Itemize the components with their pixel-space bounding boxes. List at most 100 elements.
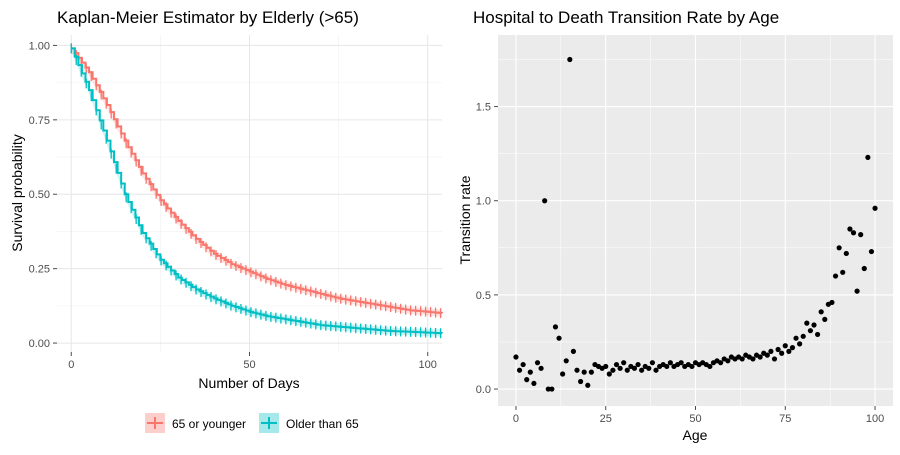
rate-point bbox=[624, 367, 630, 373]
rate-point bbox=[786, 348, 792, 354]
rate-y-tick-label: 1.0 bbox=[476, 196, 491, 208]
rate-point bbox=[807, 328, 814, 334]
rate-point bbox=[613, 361, 620, 368]
rate-point bbox=[775, 346, 781, 353]
rate-chart-title: Hospital to Death Transition Rate by Age bbox=[473, 8, 779, 27]
rate-point bbox=[872, 205, 878, 211]
rate-point bbox=[804, 320, 810, 326]
rate-y-tick-label: 0.0 bbox=[476, 384, 491, 396]
rate-point bbox=[534, 360, 541, 366]
rate-y-tick-label: 0.5 bbox=[476, 290, 491, 302]
km-y-axis-label: Survival probability bbox=[9, 134, 25, 252]
legend-label-65-or-younger: 65 or younger bbox=[172, 417, 246, 431]
rate-x-tick-label: 75 bbox=[779, 413, 791, 425]
rate-point bbox=[779, 350, 785, 356]
rate-x-tick-label: 25 bbox=[600, 413, 612, 425]
rate-point bbox=[603, 363, 609, 370]
rate-x-axis-label: Age bbox=[683, 427, 708, 443]
rate-point bbox=[797, 341, 803, 347]
rate-point bbox=[635, 361, 641, 368]
rate-ticks: 0 25 50 75 100 0.0 0.5 1.0 1.5 bbox=[476, 102, 885, 425]
rate-point bbox=[847, 226, 853, 232]
rate-point bbox=[782, 343, 788, 349]
rate-point bbox=[718, 360, 724, 366]
rate-point bbox=[621, 360, 627, 366]
rate-point bbox=[840, 269, 846, 275]
rate-point bbox=[818, 309, 824, 315]
rate-point bbox=[538, 365, 544, 371]
rate-x-tick-label: 0 bbox=[513, 413, 519, 425]
rate-point bbox=[764, 352, 770, 358]
rate-point bbox=[527, 369, 533, 375]
rate-point bbox=[567, 56, 573, 63]
rate-point bbox=[789, 345, 796, 351]
rate-point bbox=[570, 348, 577, 354]
rate-point bbox=[581, 369, 587, 375]
rate-point bbox=[585, 382, 591, 388]
rate-points bbox=[513, 56, 878, 392]
rate-point bbox=[610, 367, 616, 373]
rate-point bbox=[667, 360, 673, 366]
rate-point bbox=[563, 358, 569, 364]
rate-point bbox=[832, 273, 839, 279]
rate-point bbox=[768, 348, 774, 354]
rate-x-tick-label: 100 bbox=[866, 413, 884, 425]
rate-point bbox=[739, 356, 745, 362]
rate-point bbox=[757, 354, 763, 360]
rate-point bbox=[552, 324, 559, 330]
rate-point bbox=[545, 386, 551, 392]
rate-point bbox=[725, 358, 731, 364]
km-y-tick-label: 0.25 bbox=[29, 264, 50, 276]
rate-point bbox=[854, 288, 860, 294]
km-y-tick-label: 0.00 bbox=[29, 338, 50, 350]
rate-point bbox=[750, 356, 756, 362]
rate-point bbox=[631, 365, 638, 371]
rate-point bbox=[549, 386, 555, 392]
rate-point bbox=[707, 363, 713, 370]
rate-point bbox=[822, 316, 828, 322]
rate-point bbox=[606, 371, 612, 377]
km-x-tick-label: 0 bbox=[68, 359, 74, 371]
km-y-tick-label: 0.50 bbox=[29, 189, 50, 201]
rate-point bbox=[811, 322, 817, 328]
rate-point bbox=[653, 367, 659, 373]
rate-point bbox=[588, 369, 594, 375]
rate-point bbox=[513, 354, 519, 360]
rate-point bbox=[793, 335, 799, 341]
rate-point bbox=[689, 363, 695, 370]
rate-point bbox=[560, 371, 566, 377]
rate-point bbox=[531, 380, 537, 387]
km-y-tick-label: 0.75 bbox=[29, 115, 50, 127]
rate-point bbox=[649, 360, 656, 366]
rate-point bbox=[836, 245, 842, 251]
rate-point bbox=[516, 367, 523, 373]
km-chart-title: Kaplan-Meier Estimator by Elderly (>65) bbox=[57, 8, 359, 27]
rate-point bbox=[843, 250, 849, 257]
km-legend: 65 or younger Older than 65 bbox=[145, 413, 359, 433]
rate-point bbox=[865, 154, 871, 161]
km-x-tick-label: 100 bbox=[419, 359, 437, 371]
rate-point bbox=[664, 363, 670, 370]
rate-y-axis-label: Transition rate bbox=[457, 175, 473, 264]
rate-point bbox=[868, 248, 875, 255]
rate-point bbox=[771, 356, 778, 362]
rate-point bbox=[542, 198, 548, 204]
rate-point bbox=[678, 360, 684, 366]
rate-grid bbox=[498, 35, 893, 406]
km-y-tick-label: 1.00 bbox=[29, 40, 50, 52]
km-curve-older-than-65 bbox=[71, 47, 443, 335]
rate-point bbox=[556, 335, 562, 341]
km-ticks: 0 50 100 0.00 0.25 0.50 0.75 1.00 bbox=[29, 40, 437, 371]
rate-point bbox=[861, 265, 867, 272]
rate-point bbox=[520, 361, 526, 368]
rate-point bbox=[829, 299, 835, 306]
rate-point bbox=[814, 331, 821, 338]
km-curves bbox=[70, 43, 443, 339]
km-curve-65-or-younger bbox=[71, 47, 443, 314]
km-grid bbox=[57, 35, 442, 352]
rate-point bbox=[639, 367, 645, 373]
rate-point bbox=[850, 230, 857, 236]
rate-point bbox=[646, 365, 652, 371]
